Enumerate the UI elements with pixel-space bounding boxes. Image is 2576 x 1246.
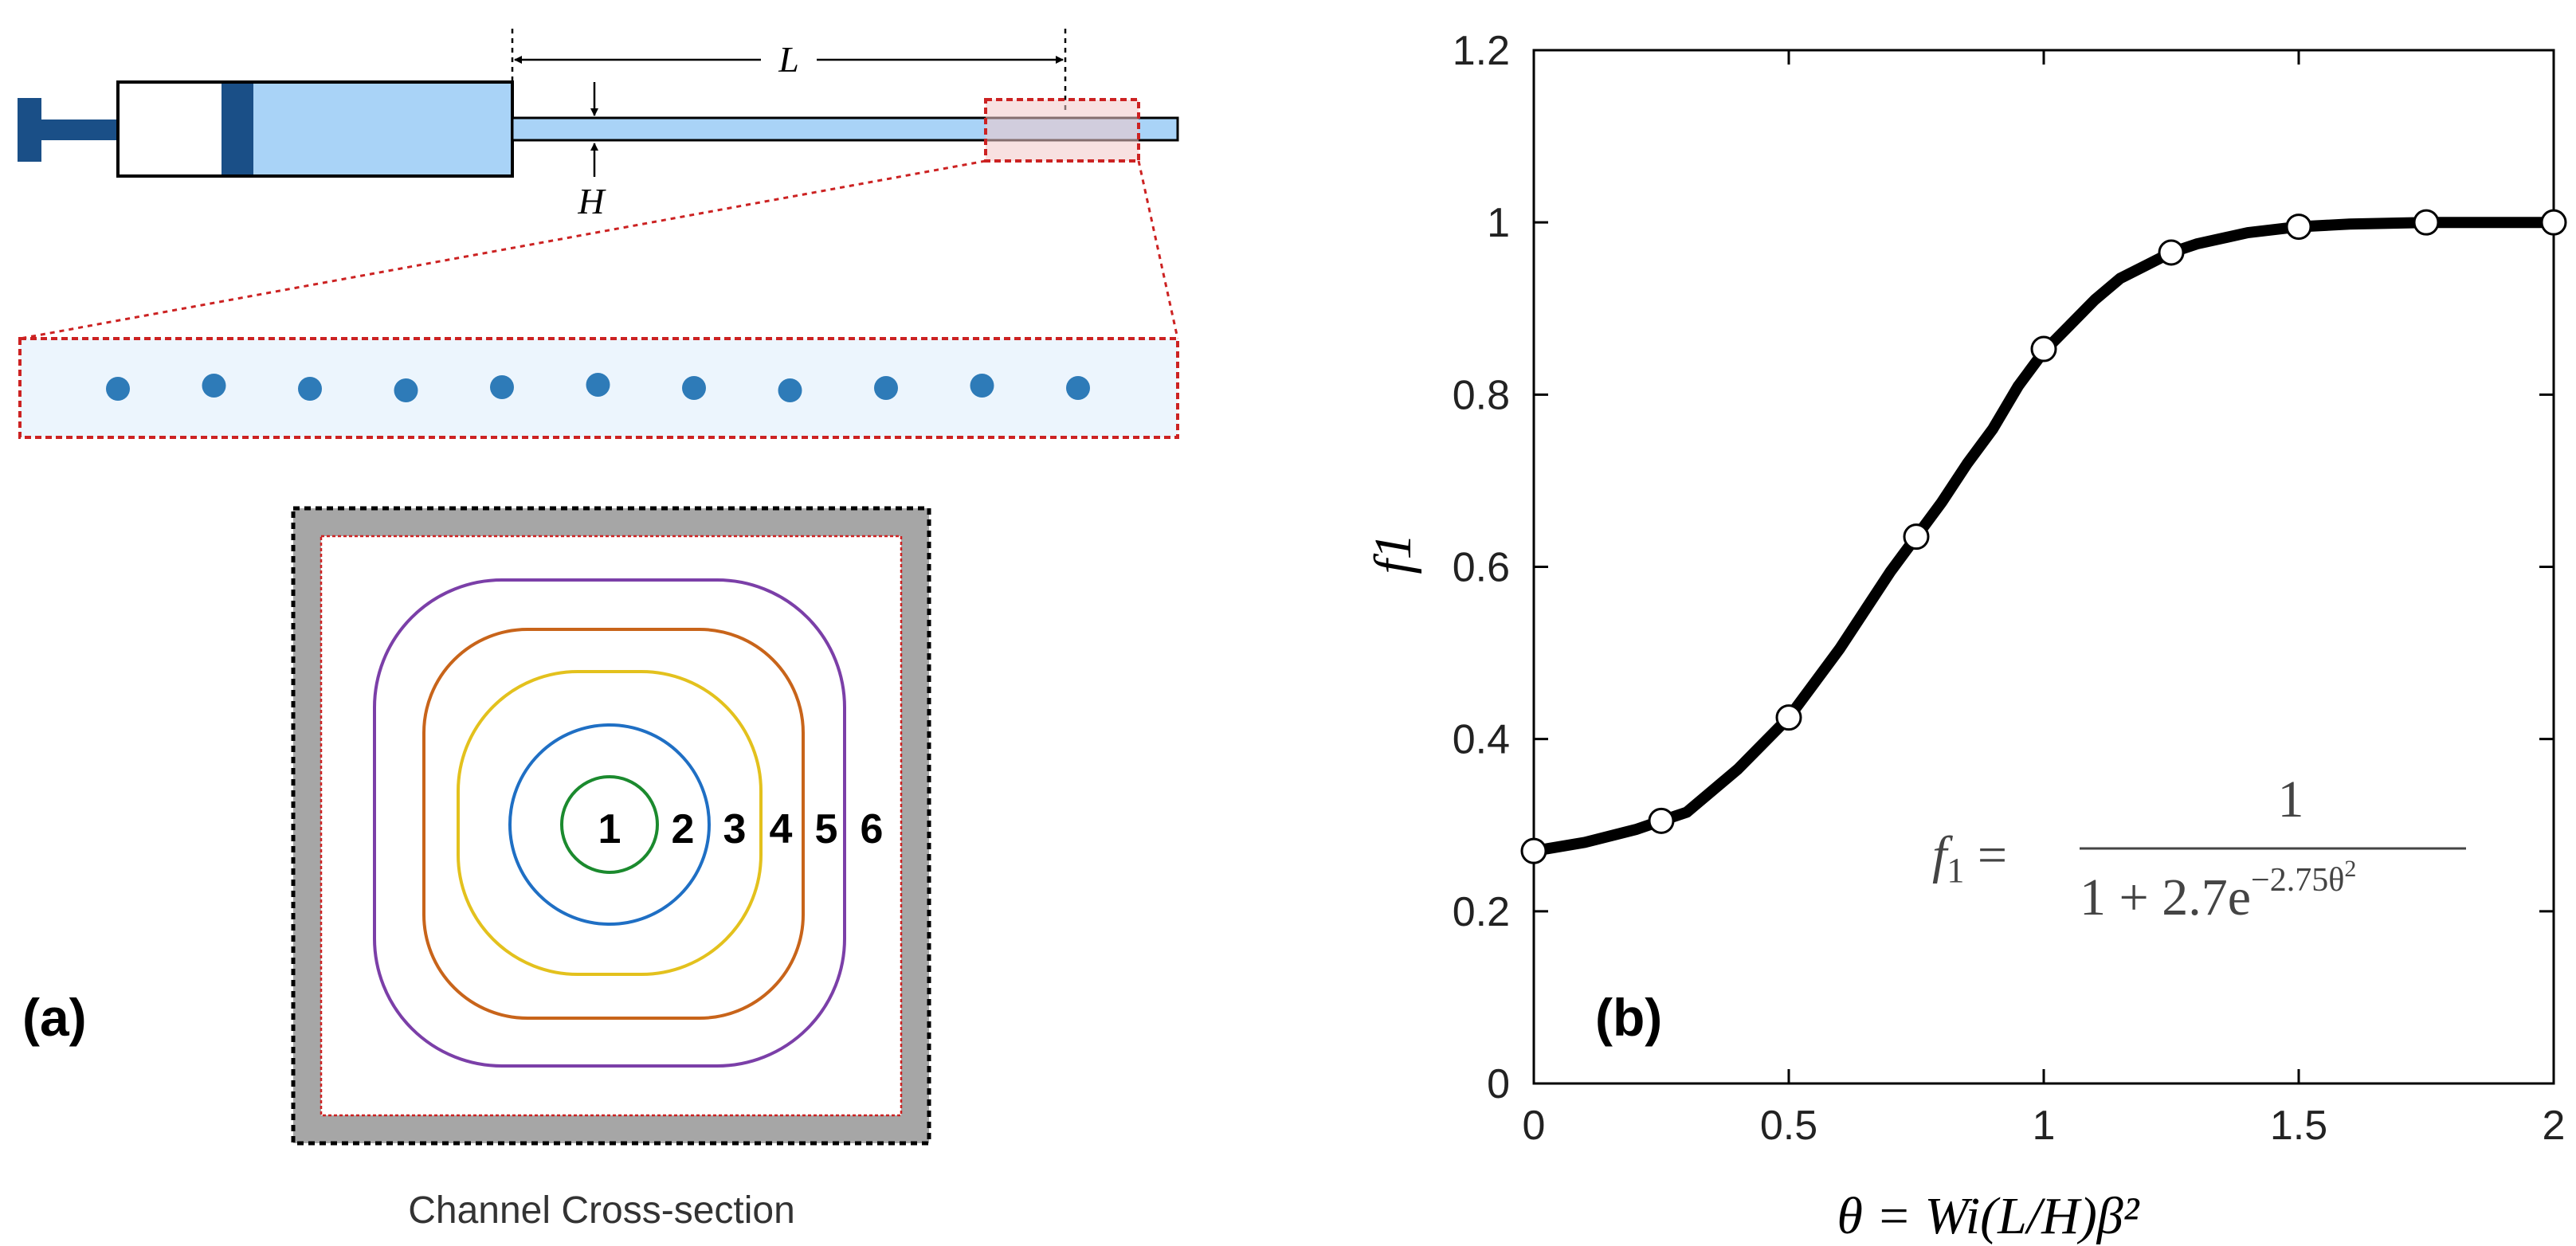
particle bbox=[970, 374, 994, 398]
y-axis-label: f1 bbox=[1364, 533, 1422, 574]
panel-b: 0 0.5 1 1.5 2 0 0.2 0.4 0.6 0.8 1 1.2 θ = Wi(L/H)β… bbox=[1364, 28, 2567, 1245]
syringe-fluid bbox=[253, 84, 511, 174]
panel-a: L H 1 2 3 4 bbox=[18, 29, 1179, 1232]
data-point-marker bbox=[2413, 209, 2440, 236]
y-tick-label: 0.8 bbox=[1453, 372, 1510, 418]
x-axis-label: θ = Wi(L/H)β² bbox=[1837, 1187, 2140, 1245]
plot-frame bbox=[1532, 49, 2555, 1085]
contour-label-5: 5 bbox=[815, 806, 838, 852]
cross-section-caption: Channel Cross-section bbox=[408, 1189, 795, 1232]
series-markers-f1 bbox=[1520, 209, 2567, 864]
data-point-marker bbox=[2158, 239, 2185, 266]
particle bbox=[1066, 376, 1090, 400]
contour-6 bbox=[373, 578, 846, 1068]
equation-exponent-power: 2 bbox=[2344, 856, 2356, 882]
equation-lhs-sub: 1 bbox=[1947, 851, 1964, 890]
y-axis-ticks bbox=[1534, 49, 2554, 1085]
plunger-head bbox=[222, 84, 253, 174]
zoom-indicator bbox=[18, 98, 1179, 439]
x-tick-label: 0.5 bbox=[1760, 1103, 1817, 1149]
x-axis-ticks bbox=[1532, 50, 2555, 1083]
contour-1 bbox=[560, 775, 659, 874]
equation-exponent: −2.75θ bbox=[2251, 862, 2344, 899]
x-tick-label: 0 bbox=[1523, 1103, 1546, 1149]
particle bbox=[778, 378, 802, 402]
particle bbox=[106, 377, 130, 401]
particle bbox=[394, 378, 418, 402]
plunger-handle bbox=[18, 98, 41, 162]
y-tick-label: 0.2 bbox=[1453, 889, 1510, 935]
contour-label-2: 2 bbox=[672, 806, 695, 852]
data-point-marker bbox=[1648, 807, 1675, 834]
particle-train bbox=[106, 373, 1090, 402]
y-tick-label: 0.4 bbox=[1453, 717, 1510, 763]
y-axis-tick-labels: 0 0.2 0.4 0.6 0.8 1 1.2 bbox=[1453, 28, 1510, 1107]
particle bbox=[874, 376, 898, 400]
channel-cross-section: 1 2 3 4 5 6 bbox=[291, 506, 931, 1146]
height-label: H bbox=[577, 181, 606, 221]
length-dimension: L bbox=[511, 29, 1067, 116]
svg-text:f1 =: f1 = bbox=[1932, 826, 2007, 890]
contour-label-3: 3 bbox=[723, 806, 747, 852]
particle bbox=[586, 373, 610, 397]
y-tick-label: 1 bbox=[1487, 200, 1510, 246]
fit-equation: f1 = 1 1 + 2.7e−2.75θ2 bbox=[1932, 770, 2466, 927]
particle bbox=[490, 375, 514, 399]
panel-a-label: (a) bbox=[22, 988, 87, 1047]
contour-3 bbox=[508, 723, 711, 926]
contour-4 bbox=[457, 670, 763, 976]
panel-b-label: (b) bbox=[1595, 988, 1662, 1047]
data-point-marker bbox=[2030, 335, 2057, 362]
equation-denominator: 1 + 2.7e bbox=[2080, 868, 2251, 927]
particle bbox=[298, 377, 322, 401]
data-point-marker bbox=[1520, 837, 1547, 864]
contour-5 bbox=[422, 628, 805, 1020]
contour-label-6: 6 bbox=[861, 806, 884, 852]
height-dimension: H bbox=[577, 82, 606, 221]
y-tick-label: 1.2 bbox=[1453, 28, 1510, 74]
y-tick-label: 0.6 bbox=[1453, 545, 1510, 591]
particle bbox=[682, 376, 706, 400]
equation-numerator: 1 bbox=[2278, 770, 2304, 829]
x-tick-label: 1.5 bbox=[2270, 1103, 2327, 1149]
contour-label-1: 1 bbox=[598, 806, 621, 852]
svg-text:1 + 2.7e−2.75θ2: 1 + 2.7e−2.75θ2 bbox=[2080, 856, 2356, 927]
channel-wall-outline bbox=[291, 506, 931, 1146]
data-point-marker bbox=[1903, 523, 1930, 551]
data-point-marker bbox=[1775, 704, 1802, 731]
series-line-f1 bbox=[1528, 217, 2559, 857]
data-point-marker bbox=[2540, 209, 2567, 236]
y-tick-label: 0 bbox=[1487, 1061, 1510, 1107]
x-tick-label: 2 bbox=[2543, 1103, 2566, 1149]
zoom-source-box bbox=[984, 98, 1140, 163]
length-label: L bbox=[778, 39, 799, 80]
particle bbox=[202, 374, 226, 398]
x-tick-label: 1 bbox=[2033, 1103, 2056, 1149]
contour-label-4: 4 bbox=[770, 806, 793, 852]
syringe bbox=[18, 80, 514, 178]
data-point-marker bbox=[2285, 214, 2312, 241]
x-axis-tick-labels: 0 0.5 1 1.5 2 bbox=[1523, 1103, 2566, 1149]
